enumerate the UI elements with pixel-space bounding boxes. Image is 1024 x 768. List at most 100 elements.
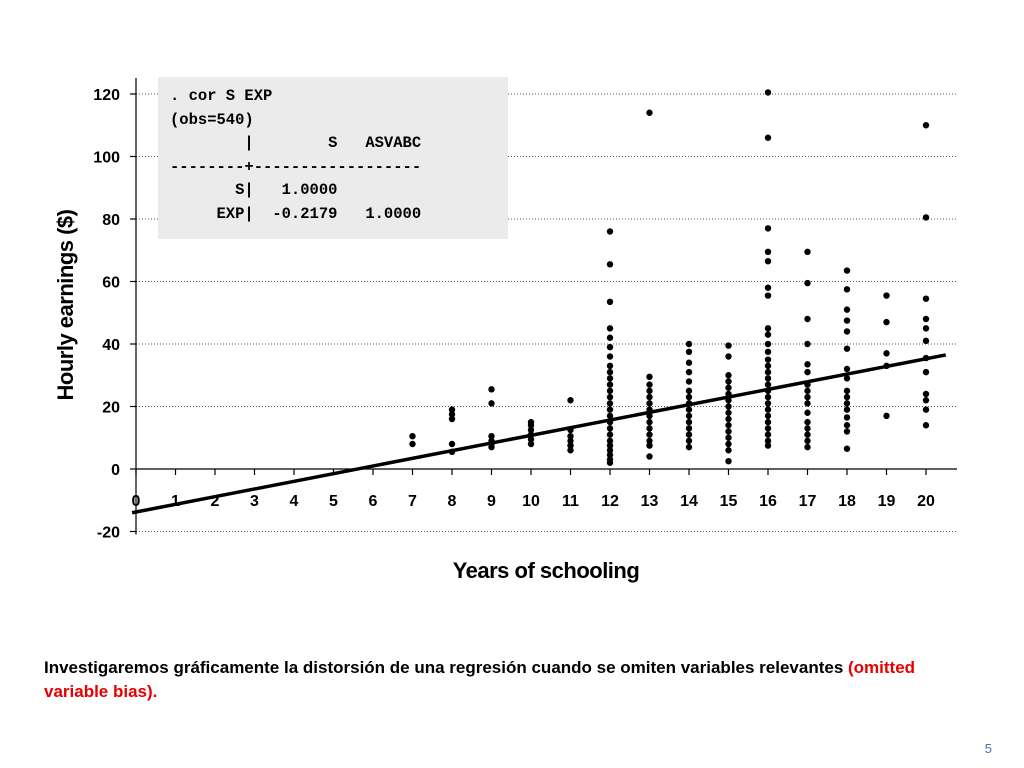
data-point bbox=[527, 440, 535, 448]
page-number: 5 bbox=[984, 741, 992, 756]
data-point bbox=[883, 318, 890, 326]
x-tick-label: 13 bbox=[641, 493, 659, 510]
data-point bbox=[646, 400, 653, 407]
data-point bbox=[606, 381, 614, 388]
data-points bbox=[409, 89, 930, 466]
data-point bbox=[725, 353, 732, 360]
data-point bbox=[922, 315, 930, 323]
x-tick-labels: 0 1 2 3 4 5 6 7 8 9 10 11 12 13 14 15 16 17 18 19 20 bbox=[132, 469, 935, 510]
data-point bbox=[764, 412, 772, 420]
data-point bbox=[922, 422, 930, 429]
data-point bbox=[804, 393, 811, 401]
data-point bbox=[843, 422, 851, 429]
data-point bbox=[922, 390, 930, 398]
data-point bbox=[764, 393, 772, 401]
data-point bbox=[409, 432, 416, 440]
data-point bbox=[764, 348, 772, 356]
data-point bbox=[685, 359, 693, 366]
data-point bbox=[606, 334, 614, 341]
data-point bbox=[843, 345, 851, 352]
caption-highlight-text: (omitted variable bias). bbox=[44, 658, 916, 701]
data-point bbox=[725, 342, 732, 349]
data-point bbox=[725, 428, 732, 435]
data-point bbox=[804, 361, 811, 368]
data-point bbox=[567, 447, 574, 454]
x-tick-label: 11 bbox=[562, 493, 579, 510]
data-point bbox=[606, 261, 614, 268]
data-point bbox=[725, 384, 732, 391]
data-point bbox=[764, 400, 772, 407]
x-tick-label: 1 bbox=[171, 493, 180, 510]
data-point bbox=[448, 406, 456, 413]
data-point bbox=[804, 409, 811, 416]
data-point bbox=[606, 393, 614, 401]
data-point bbox=[843, 414, 851, 421]
data-point bbox=[804, 443, 811, 451]
data-point bbox=[606, 400, 614, 407]
data-point bbox=[725, 415, 732, 423]
data-point bbox=[685, 443, 693, 451]
data-point bbox=[804, 437, 811, 445]
data-point bbox=[488, 443, 495, 451]
y-tick-label: 80 bbox=[102, 212, 120, 229]
data-point bbox=[922, 397, 930, 404]
data-point bbox=[488, 400, 495, 407]
data-point bbox=[804, 279, 811, 287]
data-point bbox=[646, 387, 653, 395]
data-point bbox=[606, 368, 614, 376]
data-point bbox=[409, 440, 416, 448]
data-point bbox=[804, 340, 811, 348]
axes bbox=[135, 78, 957, 535]
data-point bbox=[764, 292, 772, 299]
x-tick-label: 2 bbox=[211, 493, 220, 510]
x-tick-label: 19 bbox=[878, 493, 896, 510]
data-point bbox=[685, 378, 693, 385]
data-point bbox=[764, 425, 772, 432]
data-point bbox=[764, 375, 772, 382]
data-point bbox=[646, 437, 653, 445]
data-point bbox=[488, 386, 495, 393]
data-point bbox=[843, 365, 851, 373]
x-tick-label: 7 bbox=[408, 493, 417, 510]
data-point bbox=[685, 368, 693, 376]
data-point bbox=[764, 381, 772, 388]
data-point bbox=[725, 372, 732, 379]
data-point bbox=[764, 89, 772, 96]
data-point bbox=[764, 325, 772, 332]
x-tick-label: 20 bbox=[917, 493, 935, 510]
data-point bbox=[804, 387, 811, 395]
data-point bbox=[764, 442, 772, 449]
data-point bbox=[685, 425, 693, 432]
data-point bbox=[646, 425, 653, 432]
data-point bbox=[764, 418, 772, 426]
data-point bbox=[606, 387, 614, 395]
data-point bbox=[606, 353, 614, 360]
x-tick-label: 10 bbox=[522, 493, 540, 510]
data-point bbox=[843, 317, 851, 324]
data-point bbox=[606, 298, 614, 306]
data-point bbox=[922, 368, 930, 376]
x-tick-label: 4 bbox=[290, 493, 299, 510]
data-point bbox=[843, 393, 851, 401]
data-point bbox=[685, 431, 693, 438]
data-point bbox=[606, 431, 614, 438]
data-point bbox=[843, 445, 851, 452]
data-point bbox=[646, 442, 653, 449]
data-point bbox=[764, 368, 772, 376]
data-point bbox=[843, 306, 851, 313]
data-point bbox=[606, 343, 614, 351]
data-point bbox=[883, 350, 890, 357]
data-point bbox=[725, 403, 732, 410]
data-point bbox=[685, 393, 693, 401]
data-point bbox=[685, 348, 693, 356]
y-tick-label: 20 bbox=[102, 400, 120, 417]
data-point bbox=[804, 418, 811, 426]
x-tick-label: 18 bbox=[838, 493, 856, 510]
data-point bbox=[606, 412, 614, 420]
data-point bbox=[804, 368, 811, 376]
data-point bbox=[764, 248, 772, 256]
data-point bbox=[646, 109, 653, 116]
data-point bbox=[606, 406, 614, 413]
data-point bbox=[606, 362, 614, 370]
data-point bbox=[527, 426, 535, 434]
